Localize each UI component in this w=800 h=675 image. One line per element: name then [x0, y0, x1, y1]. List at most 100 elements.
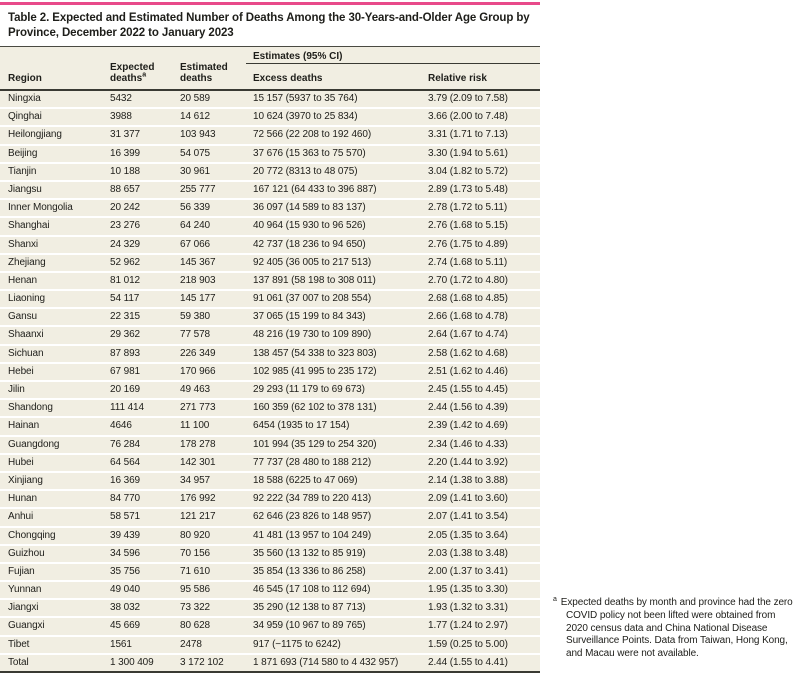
- cell-estimated: 170 966: [180, 365, 216, 377]
- cell-region: Guangxi: [8, 620, 45, 632]
- cell-estimated: 95 586: [180, 584, 210, 596]
- cell-relative: 2.74 (1.68 to 5.11): [428, 256, 508, 268]
- cell-estimated: 30 961: [180, 165, 210, 177]
- cell-expected: 39 439: [110, 529, 140, 541]
- cell-relative: 1.77 (1.24 to 2.97): [428, 620, 508, 632]
- cell-estimated: 218 903: [180, 274, 216, 286]
- cell-estimated: 20 589: [180, 93, 210, 104]
- table-row: Hebei 67 981 170 966 102 985 (41 995 to …: [0, 363, 540, 382]
- cell-relative: 2.51 (1.62 to 4.46): [428, 365, 508, 377]
- cell-expected: 76 284: [110, 438, 140, 450]
- cell-expected: 31 377: [110, 129, 140, 141]
- cell-relative: 3.31 (1.71 to 7.13): [428, 129, 508, 141]
- cell-estimated: 142 301: [180, 456, 216, 468]
- cell-excess: 18 588 (6225 to 47 069): [253, 474, 358, 486]
- cell-estimated: 80 920: [180, 529, 210, 541]
- cell-excess: 91 061 (37 007 to 208 554): [253, 293, 372, 305]
- table-row: Qinghai 3988 14 612 10 624 (3970 to 25 8…: [0, 109, 540, 128]
- cell-relative: 2.44 (1.55 to 4.41): [428, 656, 508, 668]
- cell-estimated: 103 943: [180, 129, 216, 141]
- cell-relative: 2.76 (1.68 to 5.15): [428, 220, 508, 232]
- cell-expected: 1561: [110, 638, 132, 650]
- table-row: Jiangsu 88 657 255 777 167 121 (64 433 t…: [0, 181, 540, 201]
- cell-estimated: 59 380: [180, 311, 210, 323]
- column-header-region: Region: [8, 73, 42, 84]
- cell-region: Hunan: [8, 493, 37, 505]
- cell-excess: 15 157 (5937 to 35 764): [253, 93, 358, 104]
- table-2: Table 2. Expected and Estimated Number o…: [0, 2, 540, 673]
- cell-excess: 37 676 (15 363 to 75 570): [253, 147, 366, 159]
- cell-relative: 2.78 (1.72 to 5.11): [428, 202, 508, 214]
- cell-expected: 45 669: [110, 620, 140, 632]
- cell-expected: 34 596: [110, 547, 140, 559]
- footnote-body: Expected deaths by month and province ha…: [560, 597, 793, 660]
- cell-estimated: 11 100: [180, 420, 210, 432]
- table-row: Sichuan 87 893 226 349 138 457 (54 338 t…: [0, 345, 540, 364]
- cell-estimated: 54 075: [180, 147, 210, 159]
- cell-expected: 1 300 409: [110, 656, 154, 668]
- cell-expected: 38 032: [110, 602, 140, 614]
- cell-relative: 3.79 (2.09 to 7.58): [428, 93, 508, 104]
- table-body: Ningxia 5432 20 589 15 157 (5937 to 35 7…: [0, 91, 540, 673]
- cell-region: Ningxia: [8, 93, 41, 104]
- table-header: Region Expected deathsa Estimated deaths…: [0, 47, 540, 91]
- cell-estimated: 226 349: [180, 347, 216, 359]
- cell-expected: 29 362: [110, 329, 140, 341]
- cell-excess: 138 457 (54 338 to 323 803): [253, 347, 377, 359]
- cell-relative: 2.05 (1.35 to 3.64): [428, 529, 508, 541]
- cell-region: Tianjin: [8, 165, 37, 177]
- cell-region: Hebei: [8, 365, 34, 377]
- cell-expected: 16 369: [110, 474, 140, 486]
- cell-relative: 2.34 (1.46 to 4.33): [428, 438, 508, 450]
- footnote-text: a Expected deaths by month and province h…: [553, 596, 795, 661]
- cell-expected: 81 012: [110, 274, 140, 286]
- cell-relative: 2.68 (1.68 to 4.85): [428, 293, 508, 305]
- cell-estimated: 2478: [180, 638, 202, 650]
- cell-excess: 72 566 (22 208 to 192 460): [253, 129, 372, 141]
- cell-estimated: 271 773: [180, 402, 216, 414]
- cell-expected: 24 329: [110, 238, 140, 250]
- cell-relative: 2.00 (1.37 to 3.41): [428, 565, 508, 577]
- table-row: Shanxi 24 329 67 066 42 737 (18 236 to 9…: [0, 236, 540, 255]
- cell-expected: 35 756: [110, 565, 140, 577]
- cell-expected: 111 414: [110, 402, 144, 414]
- cell-excess: 35 854 (13 336 to 86 258): [253, 565, 366, 577]
- cell-region: Chongqing: [8, 529, 56, 541]
- cell-region: Beijing: [8, 147, 38, 159]
- column-header-excess-deaths: Excess deaths: [253, 73, 323, 84]
- cell-expected: 84 770: [110, 493, 140, 505]
- cell-relative: 2.03 (1.38 to 3.48): [428, 547, 508, 559]
- cell-relative: 2.14 (1.38 to 3.88): [428, 474, 508, 486]
- cell-expected: 54 117: [110, 293, 140, 305]
- table-row: Hunan 84 770 176 992 92 222 (34 789 to 2…: [0, 491, 540, 510]
- cell-relative: 2.45 (1.55 to 4.45): [428, 384, 508, 395]
- cell-relative: 1.59 (0.25 to 5.00): [428, 638, 508, 650]
- table-row: Total 1 300 409 3 172 102 1 871 693 (714…: [0, 654, 540, 671]
- cell-relative: 1.93 (1.32 to 3.31): [428, 602, 508, 614]
- table-row: Hubei 64 564 142 301 77 737 (28 480 to 1…: [0, 454, 540, 473]
- cell-region: Shaanxi: [8, 329, 44, 341]
- accent-rule: [0, 2, 540, 5]
- cell-region: Xinjiang: [8, 474, 43, 486]
- table-row: Liaoning 54 117 145 177 91 061 (37 007 t…: [0, 291, 540, 310]
- table-row: Inner Mongolia 20 242 56 339 36 097 (14 …: [0, 200, 540, 219]
- cell-expected: 20 169: [110, 384, 140, 395]
- cell-excess: 29 293 (11 179 to 69 673): [253, 384, 365, 395]
- cell-region: Tibet: [8, 638, 30, 650]
- cell-estimated: 70 156: [180, 547, 210, 559]
- table-row: Hainan 4646 11 100 6454 (1935 to 17 154)…: [0, 418, 540, 437]
- cell-expected: 67 981: [110, 365, 140, 377]
- table-row: Ningxia 5432 20 589 15 157 (5937 to 35 7…: [0, 91, 540, 110]
- title-divider: [0, 46, 540, 47]
- cell-expected: 10 188: [110, 165, 140, 177]
- cell-region: Guangdong: [8, 438, 60, 450]
- cell-excess: 40 964 (15 930 to 96 526): [253, 220, 366, 232]
- cell-estimated: 121 217: [180, 511, 216, 523]
- cell-relative: 2.89 (1.73 to 5.48): [428, 183, 508, 195]
- table-row: Guizhou 34 596 70 156 35 560 (13 132 to …: [0, 545, 540, 564]
- cell-region: Henan: [8, 274, 37, 286]
- cell-relative: 3.04 (1.82 to 5.72): [428, 165, 508, 177]
- cell-relative: 2.39 (1.42 to 4.69): [428, 420, 508, 432]
- cell-relative: 2.64 (1.67 to 4.74): [428, 329, 508, 341]
